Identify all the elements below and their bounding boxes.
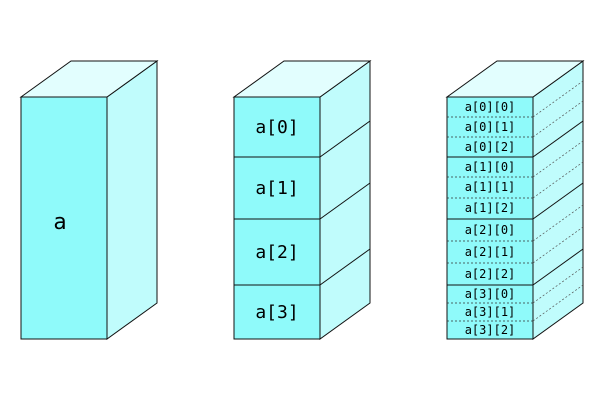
array-side-divider-2: [319, 182, 371, 220]
matrix-side-divider-major: [532, 182, 584, 220]
matrix-side-divider-major: [532, 120, 584, 158]
matrix-label-3-2: a[3][2]: [465, 323, 516, 337]
matrix-label-2-0: a[2][0]: [465, 223, 516, 237]
array-label-1: a[1]: [255, 178, 298, 199]
scalar-block-side: [106, 60, 158, 340]
matrix-label-0-2: a[0][2]: [465, 140, 516, 154]
array-side-divider-1: [319, 120, 371, 158]
matrix-block-front: [446, 96, 534, 340]
array-side-divider-3: [319, 248, 371, 286]
matrix-label-2-1: a[2][1]: [465, 245, 516, 259]
array-block-side: [319, 60, 371, 340]
array-label-2: a[2]: [255, 242, 298, 263]
matrix-label-0-0: a[0][0]: [465, 100, 516, 114]
scalar-label: a: [53, 210, 66, 235]
matrix-side-divider-major: [532, 248, 584, 286]
matrix-label-0-1: a[0][1]: [465, 120, 516, 134]
matrix-label-1-1: a[1][1]: [465, 180, 516, 194]
array-label-3: a[3]: [255, 302, 298, 323]
array-block-front: [233, 96, 321, 340]
array-label-0: a[0]: [255, 117, 298, 138]
matrix-label-1-2: a[1][2]: [465, 201, 516, 215]
array-block: a[0] a[1] a[2] a[3]: [232, 60, 372, 340]
matrix-label-2-2: a[2][2]: [465, 267, 516, 281]
scalar-block-front: [20, 96, 108, 340]
matrix-label-3-0: a[3][0]: [465, 287, 516, 301]
scalar-block: a: [19, 60, 159, 340]
matrix-label-3-1: a[3][1]: [465, 305, 516, 319]
matrix-label-1-0: a[1][0]: [465, 160, 516, 174]
matrix-block: a[0][0] a[0][1] a[0][2] a[1][0] a[1][1] …: [445, 60, 585, 340]
